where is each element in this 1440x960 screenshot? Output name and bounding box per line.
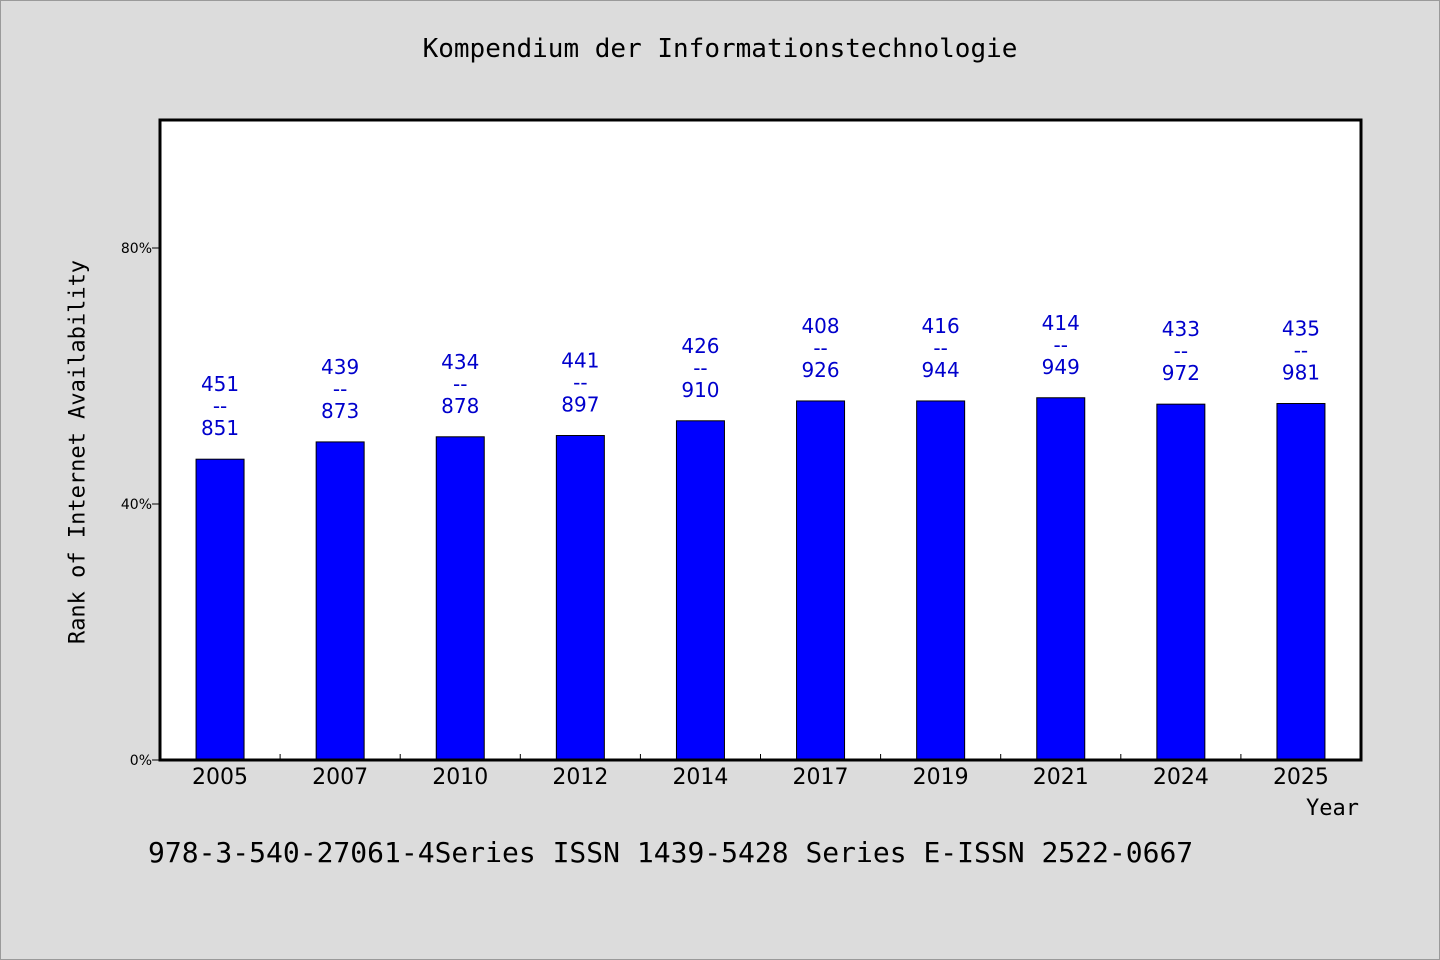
chart-title: Kompendium der Informationstechnologie: [422, 34, 1018, 64]
y-tick-label: 40%: [121, 497, 152, 513]
data-label-separator: --: [213, 394, 227, 418]
data-label-separator: --: [813, 336, 827, 360]
bar: [435, 436, 485, 761]
x-tick-label: 2007: [312, 765, 368, 790]
data-label-top: 435: [1282, 317, 1320, 341]
data-label-bottom: 910: [681, 378, 719, 402]
x-tick-label: 2005: [192, 765, 248, 790]
data-label-separator: --: [333, 377, 347, 401]
data-label-separator: --: [453, 372, 467, 396]
data-label-bottom: 972: [1162, 361, 1200, 385]
bar: [675, 420, 725, 761]
data-label-top: 434: [441, 350, 479, 374]
x-tick-label: 2010: [432, 765, 488, 790]
x-tick-label: 2017: [793, 765, 849, 790]
data-label-top: 451: [201, 372, 239, 396]
data-label-bottom: 878: [441, 394, 479, 418]
data-label-top: 441: [561, 349, 599, 373]
plot-border: [158, 118, 1363, 762]
y-tick-label: 0%: [130, 753, 152, 769]
data-label-bottom: 926: [801, 358, 839, 382]
x-axis-label: Year: [1306, 796, 1359, 821]
x-tick-label: 2019: [913, 765, 969, 790]
y-tick-label: 80%: [121, 241, 152, 257]
data-label-bottom: 981: [1282, 361, 1320, 385]
data-label-separator: --: [693, 356, 707, 380]
data-label-bottom: 944: [922, 358, 960, 382]
data-label-top: 416: [922, 314, 960, 338]
bar: [1156, 403, 1206, 761]
x-tick-label: 2014: [672, 765, 728, 790]
data-label-bottom: 949: [1042, 355, 1080, 379]
data-label-bottom: 897: [561, 393, 599, 417]
data-label-top: 433: [1162, 317, 1200, 341]
x-tick-label: 2021: [1033, 765, 1089, 790]
bar: [1036, 397, 1086, 761]
data-label-bottom: 873: [321, 399, 359, 423]
data-label-top: 414: [1042, 311, 1080, 335]
bar: [195, 458, 245, 761]
bar: [796, 400, 846, 761]
data-label-top: 408: [801, 314, 839, 338]
bar: [555, 435, 605, 761]
data-label-separator: --: [1294, 339, 1308, 363]
data-label-separator: --: [573, 371, 587, 395]
data-label-top: 439: [321, 355, 359, 379]
isbn-issn-footer: 978-3-540-27061-4Series ISSN 1439-5428 S…: [148, 836, 1194, 869]
bar: [315, 441, 365, 761]
bar: [1276, 403, 1326, 761]
data-label-separator: --: [1054, 333, 1068, 357]
data-label-top: 426: [681, 334, 719, 358]
data-label-separator: --: [933, 336, 947, 360]
bar: [916, 400, 966, 761]
x-tick-label: 2024: [1153, 765, 1209, 790]
data-label-bottom: 851: [201, 416, 239, 440]
data-label-separator: --: [1174, 339, 1188, 363]
x-tick-label: 2012: [552, 765, 608, 790]
x-tick-label: 2025: [1273, 765, 1329, 790]
